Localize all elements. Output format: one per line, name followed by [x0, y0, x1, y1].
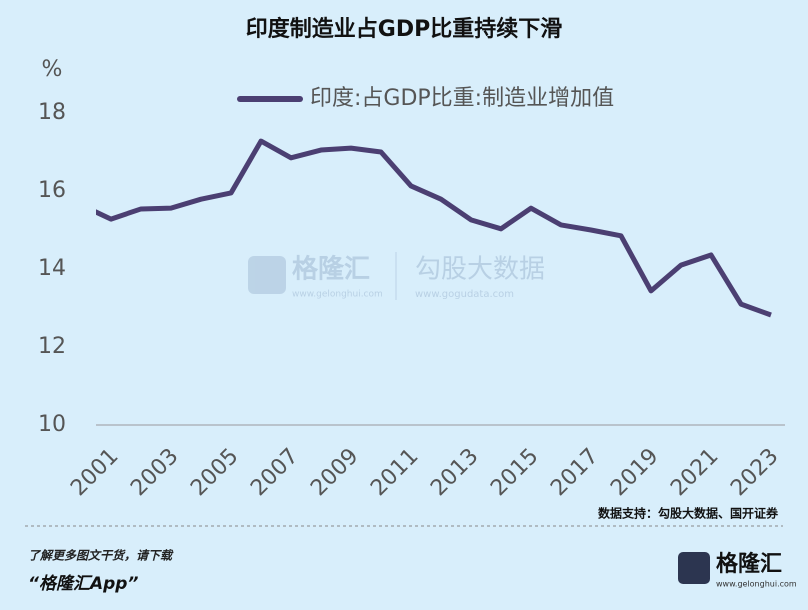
x-tick-label: 2003 [126, 444, 183, 501]
x-tick-label: 2023 [726, 444, 783, 501]
footer-text: 了解更多图文干货，请下载 [28, 549, 174, 563]
watermark-text: 格隆汇 [292, 254, 370, 285]
x-tick-label: 2009 [306, 444, 363, 501]
plot [96, 138, 772, 318]
watermark-url: www.gelonghui.com [292, 290, 383, 300]
x-tick-label: 2013 [426, 444, 483, 501]
legend-label: 印度:占GDP比重:制造业增加值 [310, 86, 614, 111]
x-tick-label: 2015 [486, 444, 543, 501]
y-tick-label: 12 [38, 334, 66, 359]
watermark-logo [248, 256, 286, 294]
series-line [96, 138, 772, 318]
x-tick-label: 2001 [66, 444, 123, 501]
watermark-url: www.gogudata.com [415, 289, 514, 300]
footer-brand: 格隆汇 [716, 551, 782, 577]
source: 数据支持：勾股大数据、国开证券 [598, 506, 779, 521]
x-tick-label: 2017 [546, 444, 603, 501]
y-axis-label: % [42, 57, 63, 82]
footer-url: www.gelonghui.com [716, 580, 797, 589]
y-tick-label: 10 [38, 412, 66, 437]
watermark-text: 勾股大数据 [415, 255, 545, 285]
y-tick-label: 18 [38, 100, 66, 125]
x-tick-label: 2011 [366, 444, 423, 501]
watermark: 格隆汇 www.gelonghui.com 勾股大数据 www.gogudata… [248, 252, 545, 300]
chart-title: 印度制造业占GDP比重持续下滑 [246, 16, 562, 42]
x-tick-label: 2007 [246, 444, 303, 501]
x-tick-label: 2005 [186, 444, 243, 501]
footer-logo [678, 552, 710, 584]
y-tick-label: 14 [38, 256, 66, 281]
x-tick-label: 2019 [606, 444, 663, 501]
x-tick-label: 2021 [666, 444, 723, 501]
footer-app: “格隆汇App” [28, 574, 138, 594]
y-tick-label: 16 [38, 178, 66, 203]
